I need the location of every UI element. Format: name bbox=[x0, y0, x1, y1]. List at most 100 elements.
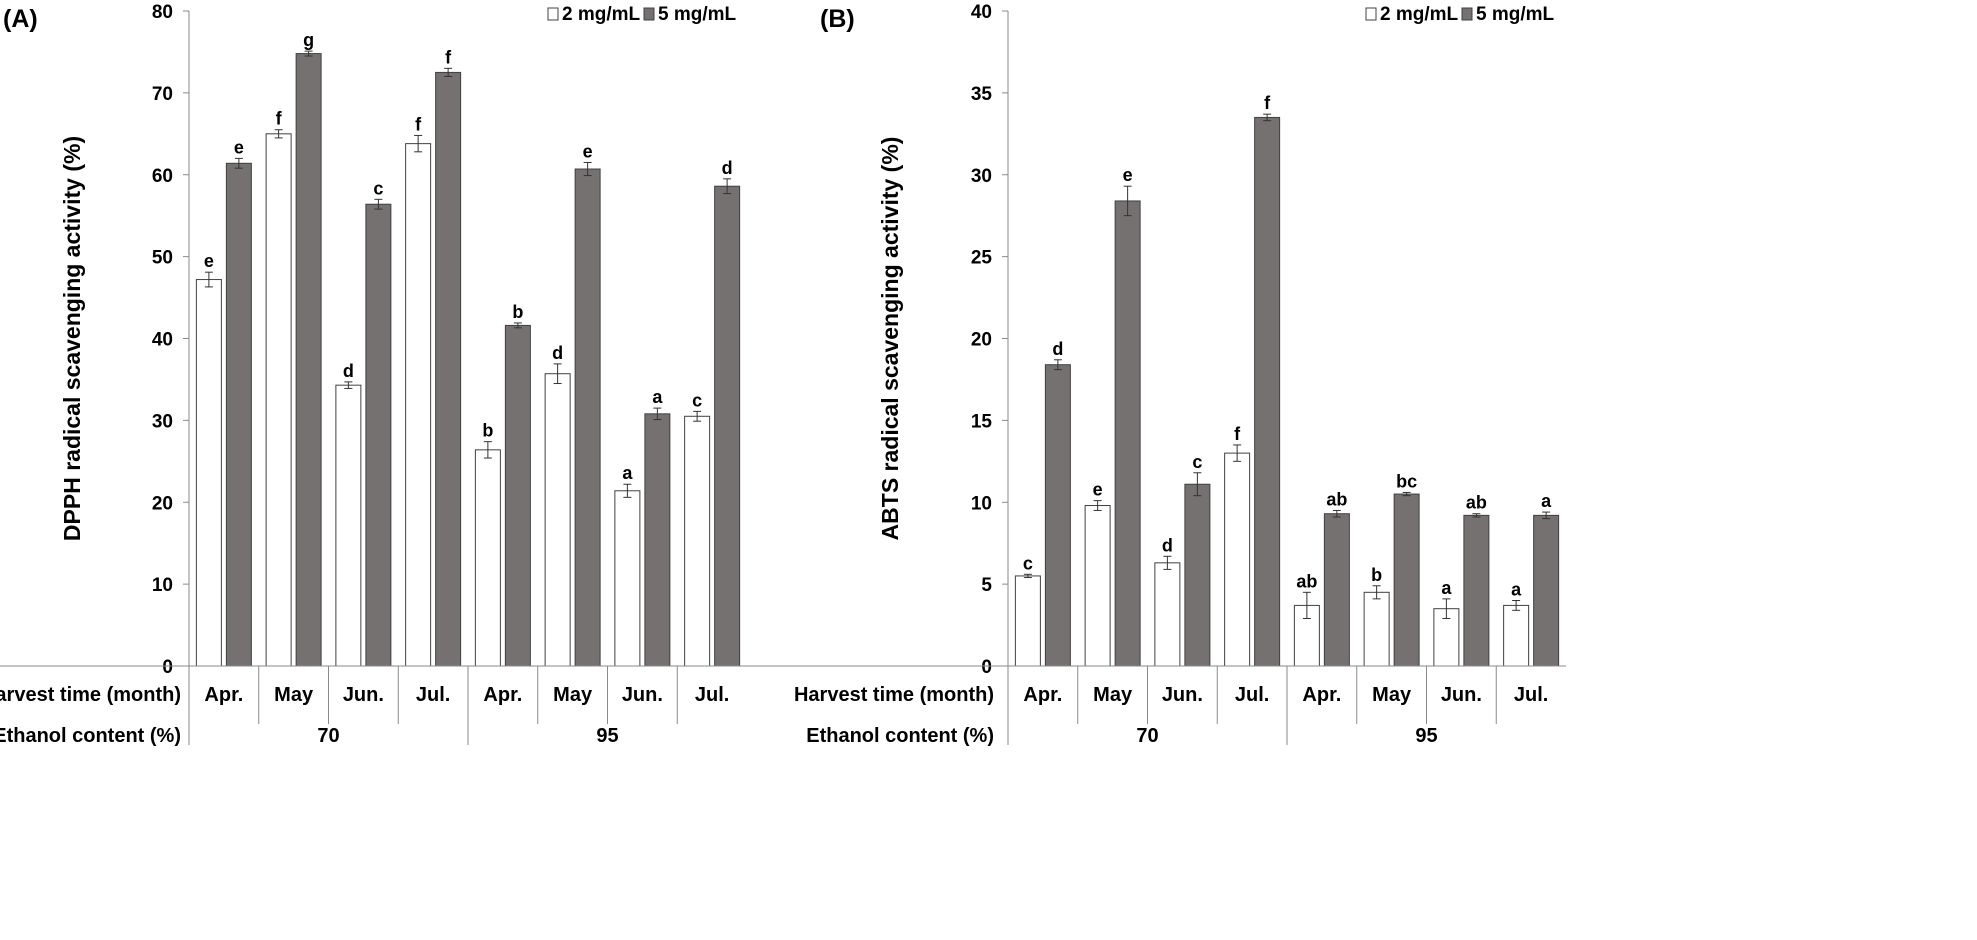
significance-letter: f bbox=[415, 114, 422, 134]
x-tick-label: Apr. bbox=[1302, 684, 1341, 706]
significance-letter: c bbox=[692, 390, 702, 410]
y-tick-label: 70 bbox=[152, 84, 173, 105]
bar-low-conc bbox=[1503, 604, 1530, 667]
chart-panel-2: (B) 0 5 10 15 20 25 30 35 40 ABTS radical scavengi… bbox=[0, 2, 1566, 747]
significance-letter: e bbox=[583, 141, 593, 161]
bar-low-conc bbox=[544, 373, 571, 667]
legend-entry: 5 mg/mL bbox=[1476, 4, 1555, 25]
x-tick-label: Jul. bbox=[416, 684, 450, 706]
significance-letter: a bbox=[1441, 578, 1452, 598]
bar-high-conc bbox=[504, 324, 531, 667]
x-tick-label: May bbox=[553, 684, 593, 706]
bar-low-conc bbox=[474, 449, 501, 667]
significance-letter: bc bbox=[1396, 471, 1417, 491]
y-axis-title: DPPH radical scavenging activity (%) bbox=[59, 136, 85, 541]
significance-letter: g bbox=[303, 30, 314, 50]
bar-high-conc bbox=[365, 203, 392, 667]
legend-swatch bbox=[1461, 7, 1473, 21]
legend-swatch bbox=[547, 7, 559, 21]
x-tick-label: May bbox=[1372, 684, 1412, 706]
chart-panel-1: (A) 0 10 20 30 40 50 60 70 80 DPPH radical scaveng… bbox=[0, 2, 747, 747]
y-tick-label: 10 bbox=[152, 575, 173, 596]
bar-high-conc bbox=[435, 71, 462, 667]
panel-label: (A) bbox=[3, 5, 38, 33]
y-tick-label: 5 bbox=[981, 575, 992, 596]
y-tick-label: 60 bbox=[152, 166, 173, 187]
bar-high-conc bbox=[1044, 364, 1071, 667]
y-tick-label: 40 bbox=[971, 2, 992, 23]
x-tick-label: Jun. bbox=[343, 684, 384, 706]
significance-letter: f bbox=[1264, 93, 1271, 113]
bar-high-conc bbox=[295, 53, 322, 667]
bar-low-conc bbox=[614, 490, 641, 667]
significance-letter: d bbox=[552, 343, 563, 363]
significance-letter: e bbox=[1123, 165, 1133, 185]
x-tick-label: Jul. bbox=[695, 684, 729, 706]
significance-letter: ab bbox=[1326, 489, 1347, 509]
group-label: 95 bbox=[1415, 725, 1437, 747]
x-tick-label: Apr. bbox=[1023, 684, 1062, 706]
significance-letter: d bbox=[343, 361, 354, 381]
bar-high-conc bbox=[574, 168, 601, 667]
bar-high-conc bbox=[1323, 513, 1350, 667]
significance-letter: d bbox=[1162, 535, 1173, 555]
significance-letter: a bbox=[622, 463, 633, 483]
x-tick-label: Apr. bbox=[204, 684, 243, 706]
significance-letter: c bbox=[1023, 553, 1033, 573]
bar-low-conc bbox=[1154, 562, 1181, 667]
significance-letter: b bbox=[512, 302, 523, 322]
bar-high-conc bbox=[1254, 116, 1281, 667]
x-tick-label: Apr. bbox=[483, 684, 522, 706]
y-tick-label: 15 bbox=[971, 411, 993, 432]
bar-low-conc bbox=[684, 415, 711, 667]
bar-high-conc bbox=[644, 413, 671, 667]
row-label-ethanol: Ethanol content (%) bbox=[0, 725, 181, 747]
y-tick-label: 0 bbox=[162, 657, 173, 678]
y-tick-label: 0 bbox=[981, 657, 992, 678]
bar-high-conc bbox=[1114, 200, 1141, 667]
significance-letter: ab bbox=[1296, 571, 1317, 591]
legend-entry: 5 mg/mL bbox=[658, 4, 737, 25]
row-label-ethanol: Ethanol content (%) bbox=[806, 725, 994, 747]
legend-entry: 2 mg/mL bbox=[562, 4, 641, 25]
panel-label: (B) bbox=[820, 5, 855, 33]
bar-low-conc bbox=[405, 143, 432, 667]
significance-letter: c bbox=[1192, 452, 1202, 472]
group-label: 70 bbox=[1136, 725, 1158, 747]
significance-letter: f bbox=[276, 109, 283, 129]
y-tick-label: 30 bbox=[152, 411, 173, 432]
significance-letter: b bbox=[1371, 565, 1382, 585]
bar-high-conc bbox=[714, 185, 741, 667]
bar-high-conc bbox=[1463, 514, 1490, 667]
y-tick-label: 25 bbox=[971, 248, 993, 269]
legend-swatch bbox=[643, 7, 655, 21]
bar-high-conc bbox=[1184, 483, 1211, 667]
x-tick-label: Jun. bbox=[1162, 684, 1203, 706]
x-tick-label: Jul. bbox=[1235, 684, 1269, 706]
significance-letter: b bbox=[482, 421, 493, 441]
x-tick-label: May bbox=[274, 684, 314, 706]
y-tick-label: 20 bbox=[152, 493, 173, 514]
legend-entry: 2 mg/mL bbox=[1380, 4, 1459, 25]
legend: 2 mg/mL 5 mg/mL bbox=[547, 4, 737, 25]
significance-letter: f bbox=[1234, 424, 1241, 444]
y-tick-label: 30 bbox=[971, 166, 992, 187]
significance-letter: ab bbox=[1466, 493, 1487, 513]
significance-letter: a bbox=[652, 387, 663, 407]
bar-low-conc bbox=[265, 133, 292, 667]
bar-high-conc bbox=[225, 162, 252, 667]
y-tick-label: 10 bbox=[971, 493, 992, 514]
group-label: 95 bbox=[596, 725, 618, 747]
x-tick-label: Jun. bbox=[622, 684, 663, 706]
y-axis-title: ABTS radical scavenging activity (%) bbox=[877, 137, 903, 541]
significance-letter: e bbox=[204, 251, 214, 271]
bar-low-conc bbox=[1084, 505, 1111, 667]
bar-low-conc bbox=[195, 279, 222, 667]
y-tick-label: 20 bbox=[971, 330, 992, 351]
bar-high-conc bbox=[1533, 514, 1560, 667]
x-tick-label: May bbox=[1093, 684, 1133, 706]
x-tick-label: Jun. bbox=[1441, 684, 1482, 706]
significance-letter: e bbox=[1093, 480, 1103, 500]
bar-low-conc bbox=[335, 384, 362, 667]
significance-letter: d bbox=[722, 158, 733, 178]
